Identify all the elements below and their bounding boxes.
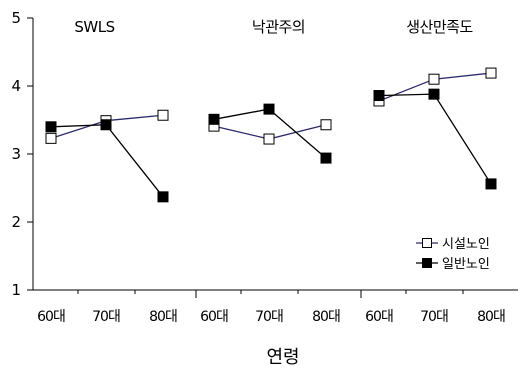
marker-open-square bbox=[263, 133, 275, 145]
x-tick-label: 80대 bbox=[477, 309, 505, 325]
panel-title: 생산만족도 bbox=[406, 18, 473, 36]
series-line bbox=[50, 124, 164, 198]
marker-open-square bbox=[45, 132, 57, 144]
plot-marks bbox=[45, 67, 497, 203]
panel-title: 낙관주의 bbox=[252, 18, 305, 36]
series-line bbox=[378, 93, 492, 185]
marker-open-square bbox=[485, 67, 497, 79]
marker-filled-square bbox=[373, 90, 385, 102]
y-tick-label: 4 bbox=[11, 77, 21, 95]
marker-filled-square bbox=[320, 152, 332, 164]
marker-open-square bbox=[428, 73, 440, 85]
panel-title: SWLS bbox=[74, 18, 114, 36]
marker-filled-square bbox=[263, 103, 275, 115]
x-tick-label: 60대 bbox=[365, 309, 393, 325]
x-tick-label: 70대 bbox=[420, 309, 448, 325]
marker-filled-square bbox=[100, 119, 112, 131]
legend-label: 일반노인 bbox=[442, 257, 490, 272]
x-tick-label: 60대 bbox=[200, 309, 228, 325]
x-tick-label: 80대 bbox=[149, 309, 177, 325]
x-axis-label: 연령 bbox=[266, 347, 299, 368]
legend-marker-open-square bbox=[422, 238, 432, 248]
marker-filled-square bbox=[208, 113, 220, 125]
x-tick-label: 80대 bbox=[312, 309, 340, 325]
marker-filled-square bbox=[157, 191, 169, 203]
marker-filled-square bbox=[45, 121, 57, 133]
y-tick-label: 2 bbox=[11, 213, 21, 231]
y-tick-label: 1 bbox=[11, 281, 21, 299]
marker-open-square bbox=[320, 119, 332, 131]
marker-filled-square bbox=[428, 88, 440, 100]
y-tick-label: 3 bbox=[11, 145, 21, 163]
x-tick-label: 60대 bbox=[37, 309, 65, 325]
y-tick-label: 5 bbox=[11, 9, 21, 27]
legend-label: 시설노인 bbox=[442, 237, 490, 252]
x-tick-label: 70대 bbox=[92, 309, 120, 325]
x-tick-label: 70대 bbox=[255, 309, 283, 325]
legend-marker-filled-square bbox=[422, 258, 432, 268]
axes: 1 2 3 4 5 60대 70대 80대 SWLS 60대 70대 80대 낙관주의 60대 70대 80대… bbox=[11, 9, 518, 325]
marker-filled-square bbox=[485, 178, 497, 190]
marker-open-square bbox=[157, 109, 169, 121]
